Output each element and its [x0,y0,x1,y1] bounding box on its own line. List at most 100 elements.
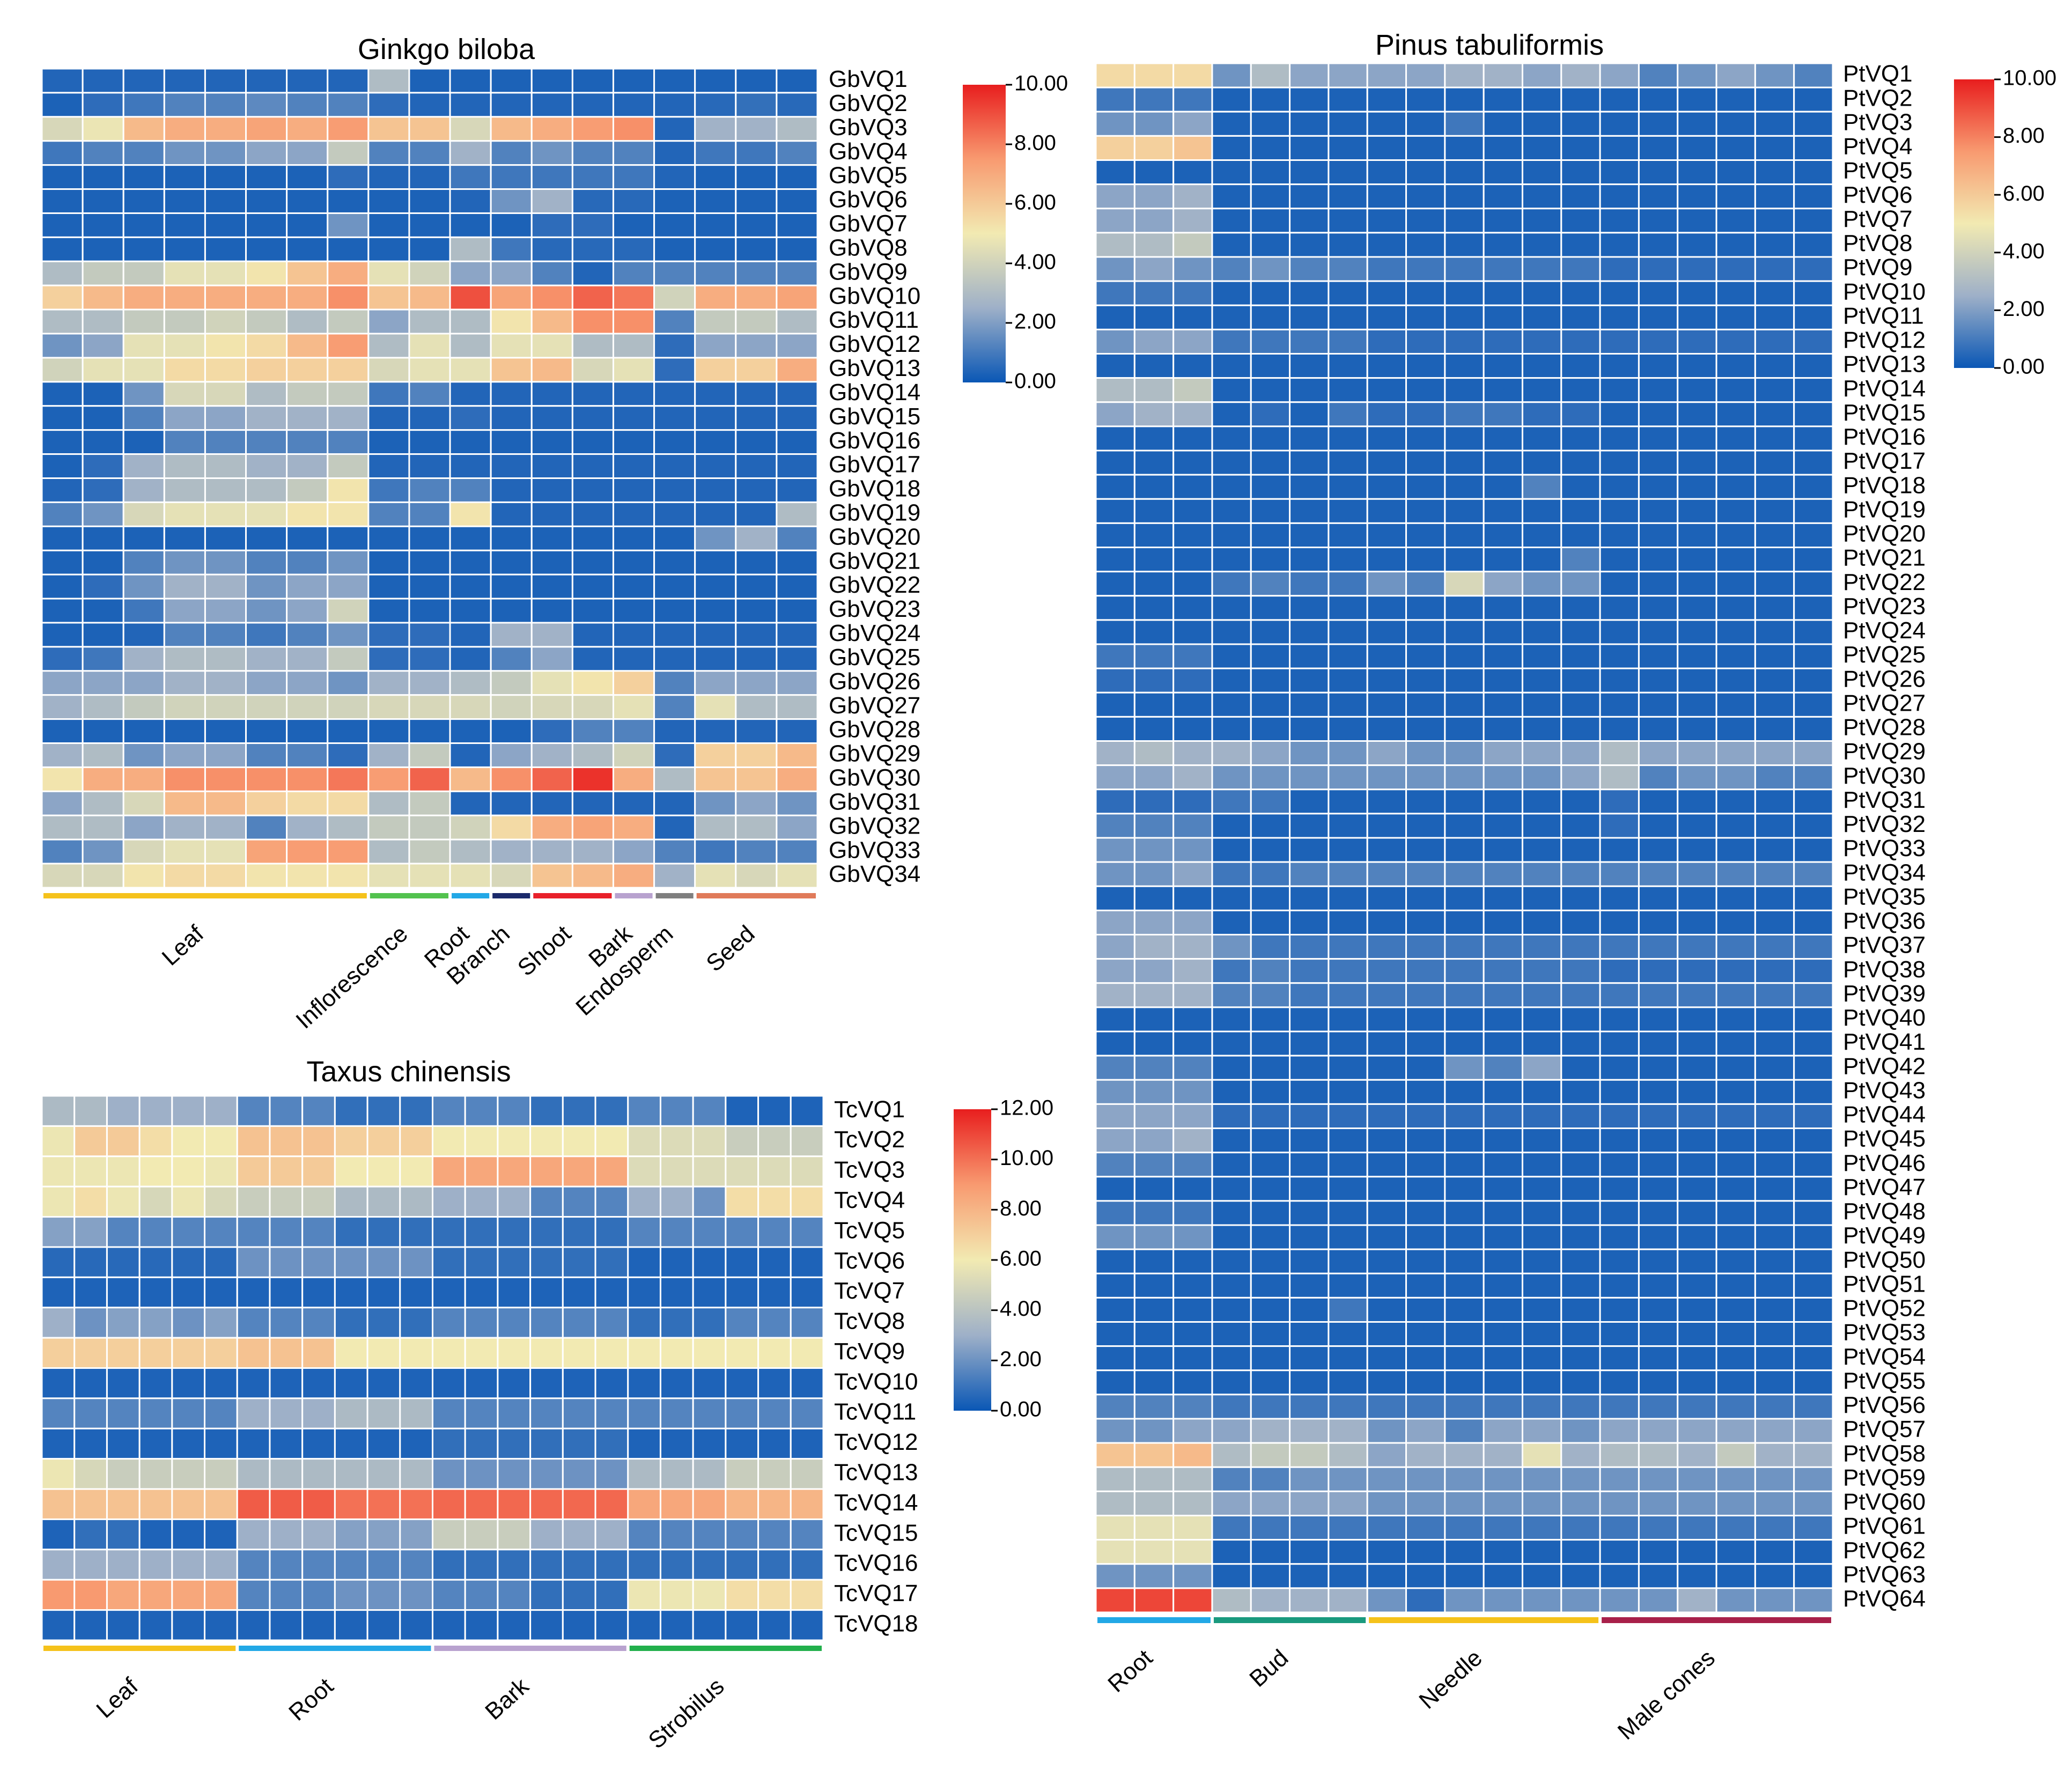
heatmap-cell-ptvq38-2 [1133,958,1175,984]
heatmap-cell-gbvq14-7 [286,381,329,407]
heatmap-cell-gbvq24-7 [286,622,329,648]
heatmap-cell-gbvq20-13 [530,525,573,551]
heatmap-cell-gbvq30-4 [163,766,206,792]
heatmap-cell-ptvq15-3 [1173,401,1213,427]
heatmap-cell-ptvq23-9 [1405,595,1446,621]
heatmap-cell-tcvq5-18 [594,1216,629,1248]
heatmap-cell-tcvq2-18 [594,1125,629,1158]
heatmap-cell-tcvq17-7 [236,1579,271,1611]
heatmap-cell-ptvq21-19 [1793,547,1834,573]
heatmap-cell-ptvq6-14 [1599,183,1640,210]
heatmap-cell-gbvq5-17 [694,164,737,190]
row-label-ptvq42: PtVQ42 [1843,1053,1926,1079]
color-legend-tick-label: 2.00 [2003,297,2045,321]
heatmap-cell-gbvq5-6 [245,164,288,190]
row-label-tcvq11: TcVQ11 [834,1399,916,1425]
heatmap-cell-ptvq49-13 [1560,1224,1601,1250]
heatmap-cell-gbvq20-8 [327,525,370,551]
heatmap-cell-ptvq31-10 [1444,788,1485,815]
heatmap-cell-gbvq27-5 [204,694,247,720]
heatmap-cell-ptvq17-7 [1328,449,1368,476]
heatmap-cell-ptvq18-2 [1133,474,1175,500]
heatmap-cell-tcvq7-1 [41,1276,76,1309]
heatmap-cell-ptvq59-10 [1444,1466,1485,1492]
heatmap-cell-ptvq52-13 [1560,1296,1601,1323]
heatmap-cell-tcvq16-22 [725,1549,760,1581]
heatmap-cell-tcvq15-21 [692,1518,727,1551]
heatmap-cell-ptvq39-4 [1211,982,1252,1008]
heatmap-cell-gbvq30-7 [286,766,329,792]
heatmap-cell-ptvq32-8 [1366,813,1407,839]
heatmap-cell-gbvq25-6 [245,646,288,672]
heatmap-cell-ptvq43-18 [1754,1079,1795,1105]
heatmap-cell-ptvq11-18 [1754,304,1795,330]
heatmap-cell-ptvq32-19 [1793,813,1834,839]
heatmap-cell-gbvq16-15 [612,429,655,455]
heatmap-cell-ptvq35-6 [1289,885,1330,911]
heatmap-cell-tcvq3-12 [399,1155,433,1188]
heatmap-cell-ptvq25-2 [1133,643,1175,669]
heatmap-cell-tcvq15-6 [204,1518,238,1551]
heatmap-cell-gbvq19-14 [571,501,614,527]
heatmap-cell-tcvq11-23 [757,1397,792,1429]
heatmap-cell-ptvq43-11 [1483,1079,1523,1105]
heatmap-cell-ptvq52-2 [1133,1296,1175,1323]
heatmap-cell-gbvq9-3 [122,260,165,286]
heatmap-cell-tcvq14-23 [757,1488,792,1520]
heatmap-cell-tcvq18-2 [73,1609,108,1641]
row-label-gbvq31: GbVQ31 [829,788,920,815]
heatmap-cell-gbvq24-11 [449,622,492,648]
heatmap-cell-ptvq19-5 [1250,498,1291,524]
heatmap-cell-ptvq10-8 [1366,280,1407,306]
heatmap-cell-tcvq17-24 [790,1579,824,1611]
heatmap-cell-tcvq15-22 [725,1518,760,1551]
heatmap-cell-ptvq6-11 [1483,183,1523,210]
heatmap-cell-ptvq17-18 [1754,449,1795,476]
heatmap-cell-ptvq11-2 [1133,304,1175,330]
heatmap-cell-ptvq13-13 [1560,353,1601,379]
heatmap-cell-gbvq26-11 [449,670,492,696]
heatmap-cell-gbvq30-1 [41,766,84,792]
heatmap-cell-gbvq3-6 [245,116,288,142]
row-label-tcvq2: TcVQ2 [834,1126,905,1153]
heatmap-cell-ptvq38-18 [1754,958,1795,984]
row-label-gbvq15: GbVQ15 [829,403,920,430]
heatmap-cell-tcvq9-6 [204,1337,238,1369]
heatmap-cell-gbvq19-11 [449,501,492,527]
group-label-root: Root [284,1673,338,1726]
heatmap-cell-ptvq9-18 [1754,256,1795,282]
heatmap-cell-ptvq54-7 [1328,1345,1368,1372]
heatmap-cell-gbvq26-15 [612,670,655,696]
heatmap-cell-gbvq16-13 [530,429,573,455]
heatmap-cell-gbvq33-16 [653,838,696,865]
heatmap-cell-gbvq26-8 [327,670,370,696]
heatmap-cell-gbvq8-16 [653,236,696,262]
heatmap-cell-tcvq16-24 [790,1549,824,1581]
heatmap-cell-ptvq35-11 [1483,885,1523,911]
heatmap-cell-ptvq10-6 [1289,280,1330,306]
heatmap-cell-tcvq8-4 [138,1307,173,1339]
heatmap-cell-ptvq17-4 [1211,449,1252,476]
heatmap-cell-ptvq33-7 [1328,837,1368,863]
heatmap-cell-ptvq15-14 [1599,401,1640,427]
heatmap-cell-ptvq2-11 [1483,86,1523,113]
heatmap-cell-tcvq7-10 [334,1276,368,1309]
heatmap-cell-ptvq16-7 [1328,425,1368,452]
heatmap-cell-gbvq12-11 [449,333,492,359]
row-label-ptvq12: PtVQ12 [1843,327,1926,353]
heatmap-cell-ptvq38-16 [1677,958,1717,984]
heatmap-cell-tcvq6-17 [562,1246,596,1278]
row-label-ptvq60: PtVQ60 [1843,1489,1926,1515]
heatmap-cell-gbvq11-7 [286,308,329,335]
heatmap-cell-gbvq8-11 [449,236,492,262]
heatmap-cell-gbvq7-10 [408,212,451,238]
heatmap-cell-ptvq17-19 [1793,449,1834,476]
heatmap-cell-gbvq32-19 [776,814,819,841]
heatmap-cell-gbvq27-7 [286,694,329,720]
row-label-tcvq7: TcVQ7 [834,1278,905,1304]
heatmap-cell-ptvq43-12 [1521,1079,1562,1105]
heatmap-cell-ptvq44-9 [1405,1103,1446,1130]
heatmap-cell-tcvq11-13 [432,1397,466,1429]
heatmap-cell-ptvq54-1 [1095,1345,1135,1372]
heatmap-cell-gbvq2-5 [204,92,247,118]
